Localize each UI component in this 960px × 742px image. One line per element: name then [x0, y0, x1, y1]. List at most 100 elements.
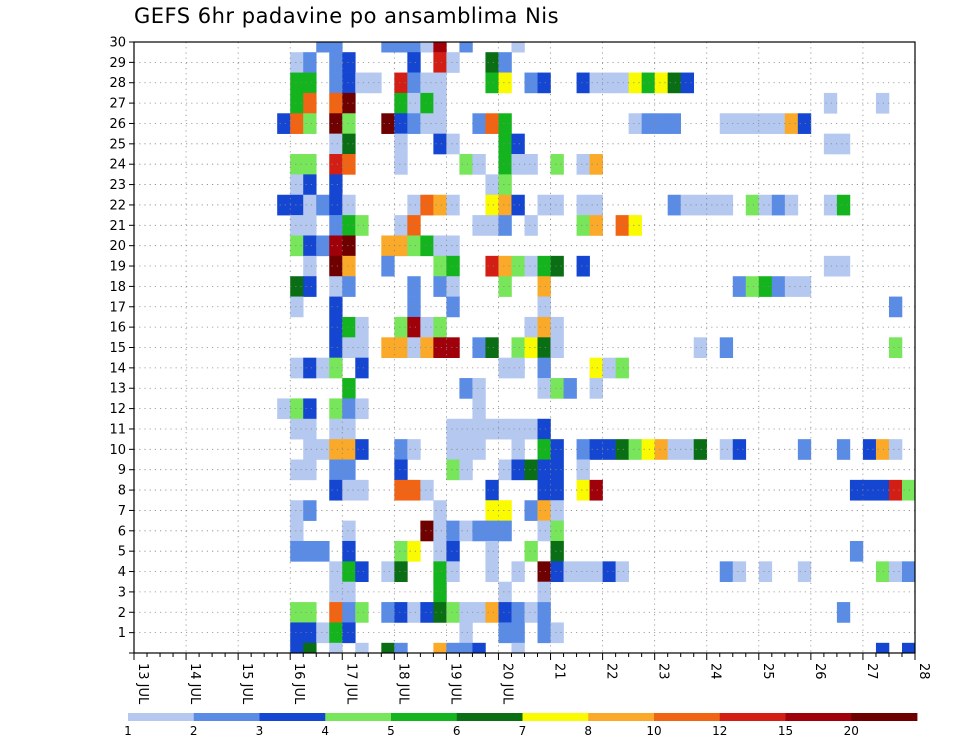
heatmap-cell: [823, 194, 838, 216]
heatmap-cell: [329, 459, 343, 481]
heatmap-cell: [342, 520, 356, 542]
heatmap-cell: [550, 154, 564, 175]
y-tick-label: 11: [109, 422, 126, 437]
heatmap-cell: [511, 337, 525, 358]
heatmap-cell: [277, 398, 291, 420]
heatmap-cell: [290, 215, 304, 236]
heatmap-cell: [433, 92, 447, 114]
heatmap-cell: [290, 154, 304, 175]
heatmap-cell: [433, 52, 447, 73]
heatmap-cell: [342, 418, 356, 440]
heatmap-cell: [329, 72, 343, 94]
heatmap-cell: [420, 316, 434, 338]
heatmap-cell: [342, 398, 356, 420]
heatmap-cell: [550, 561, 564, 583]
heatmap-cell: [446, 602, 460, 623]
heatmap-cell: [433, 642, 447, 654]
colorbar-segment: [785, 713, 852, 721]
heatmap-cell: [446, 540, 460, 562]
heatmap-cell: [537, 316, 551, 338]
y-tick-label: 8: [118, 484, 126, 499]
heatmap-cell: [342, 113, 356, 134]
heatmap-cell: [394, 337, 408, 358]
heatmap-cell: [446, 133, 460, 155]
heatmap-cell: [472, 154, 486, 175]
y-tick-label: 13: [109, 382, 126, 397]
heatmap-cell: [511, 622, 525, 644]
colorbar: 1 2 3 4 5 6 7 8 10 12 15 20: [124, 713, 918, 738]
heatmap-cell: [433, 337, 447, 358]
heatmap-cell: [303, 398, 317, 420]
heatmap-cell: [342, 479, 356, 501]
heatmap-cell: [394, 42, 408, 53]
heatmap-cell: [537, 357, 551, 379]
y-tick-label: 22: [109, 198, 126, 213]
heatmap-cell: [602, 561, 616, 583]
heatmap-cell: [342, 133, 356, 155]
heatmap-cell: [511, 255, 525, 277]
heatmap-cell: [602, 72, 616, 94]
heatmap-cell: [537, 520, 551, 542]
x-tick-label: 16 JUL: [291, 663, 306, 705]
heatmap-cell: [394, 439, 408, 460]
heatmap-cell: [407, 276, 421, 297]
heatmap-cell: [758, 561, 773, 583]
colorbar-label: 1: [124, 724, 132, 738]
heatmap-cell: [290, 540, 304, 562]
heatmap-cell: [420, 337, 434, 358]
x-tick-label: 22: [604, 663, 619, 680]
y-tick-label: 21: [109, 219, 126, 234]
heatmap-cell: [303, 235, 317, 257]
heatmap-cell: [329, 215, 343, 236]
heatmap-cell: [290, 418, 304, 440]
heatmap-cell: [368, 72, 382, 94]
x-tick-label: 27: [864, 663, 879, 680]
heatmap-cell: [342, 255, 356, 277]
heatmap-cell: [446, 642, 460, 654]
heatmap-cell: [446, 418, 460, 440]
y-axis: 1234567891011121314151617181920212223242…: [109, 36, 134, 654]
heatmap-cell: [615, 72, 629, 94]
heatmap-cell: [394, 561, 408, 583]
y-tick-label: 18: [109, 280, 126, 295]
heatmap-cell: [342, 194, 356, 216]
heatmap-cell: [485, 52, 499, 73]
heatmap-cell: [342, 459, 356, 481]
colorbar-label: 6: [453, 724, 461, 738]
heatmap-cell: [433, 235, 447, 257]
heatmap-cell: [394, 540, 408, 562]
heatmap-cell: [784, 276, 799, 297]
heatmap-cell: [342, 215, 356, 236]
heatmap-cell: [290, 174, 304, 196]
heatmap-cell: [511, 439, 525, 460]
heatmap-cell: [511, 418, 525, 440]
y-tick-label: 23: [109, 178, 126, 193]
heatmap-cell: [420, 42, 434, 53]
heatmap-cell: [511, 561, 525, 583]
heatmap-cell: [433, 602, 447, 623]
y-tick-label: 6: [118, 524, 126, 539]
heatmap-cell: [381, 642, 395, 654]
heatmap-cell: [498, 194, 512, 216]
heatmap-cell: [576, 154, 590, 175]
heatmap-cell: [888, 337, 903, 358]
heatmap-cell: [485, 540, 499, 562]
heatmap-cell: [433, 561, 447, 583]
heatmap-cell: [329, 561, 343, 583]
heatmap-cell: [355, 316, 369, 338]
heatmap-cell: [693, 439, 708, 460]
heatmap-cell: [303, 540, 317, 562]
heatmap-cell: [667, 113, 681, 134]
heatmap-cell: [290, 642, 304, 654]
heatmap-cell: [823, 92, 838, 114]
heatmap-cell: [407, 540, 421, 562]
heatmap-cell: [303, 642, 317, 654]
heatmap-cell: [446, 337, 460, 358]
y-tick-label: 19: [109, 260, 126, 275]
heatmap-cell: [290, 459, 304, 481]
heatmap-cell: [472, 215, 486, 236]
heatmap-cell: [498, 52, 512, 73]
heatmap-cell: [394, 642, 408, 654]
heatmap-cell: [303, 622, 317, 644]
heatmap-cell: [888, 296, 903, 318]
